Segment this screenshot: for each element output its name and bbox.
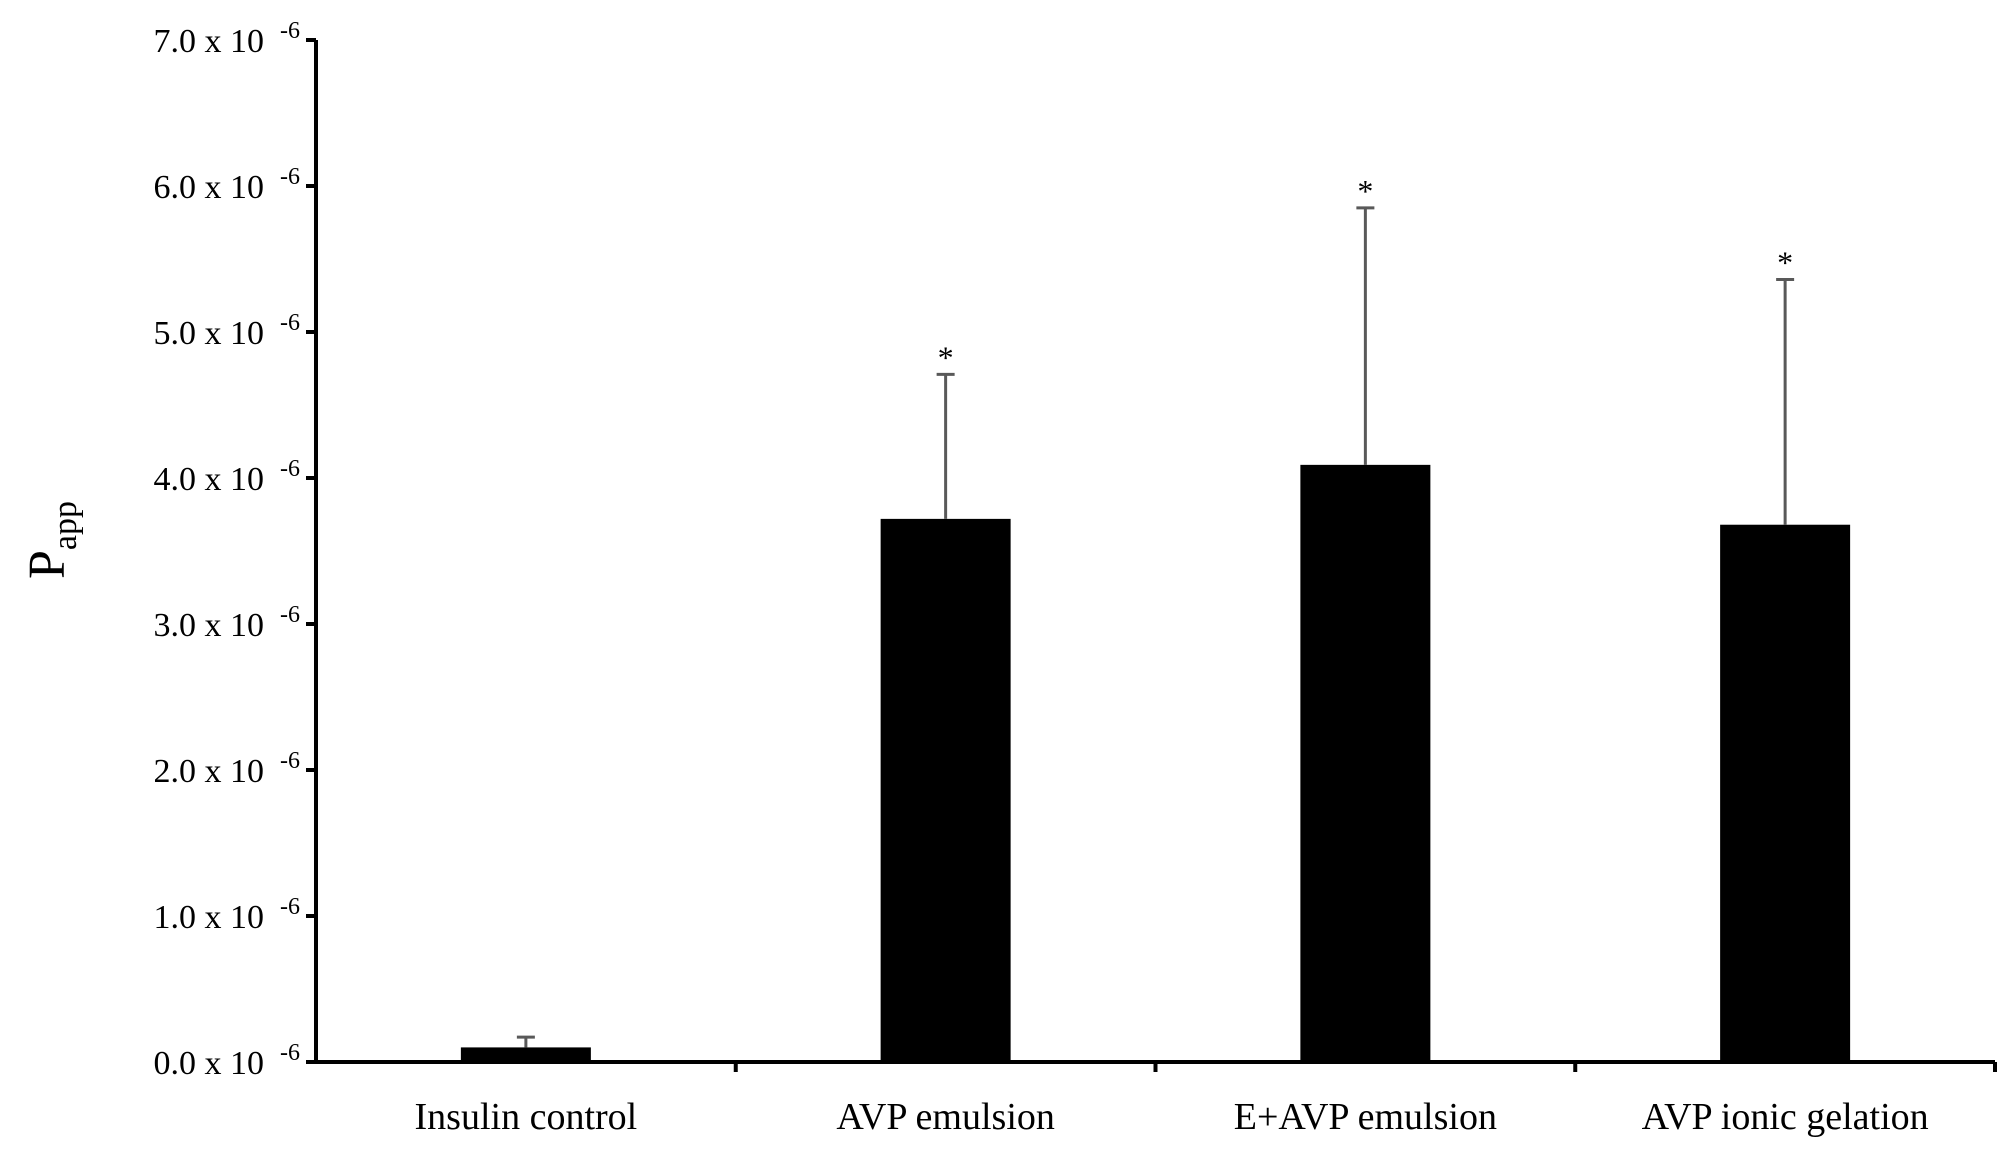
significance-markers: * * *: [938, 173, 1794, 375]
y-tick-exponent-text: -6: [280, 602, 300, 628]
y-tick-label: 0.0 x 10: [154, 1045, 265, 1082]
y-tick-exponent: -6: [280, 456, 300, 482]
bar-3: [1720, 524, 1851, 1062]
y-tick-exponent: -6: [280, 748, 300, 774]
bar-0: [460, 1047, 591, 1062]
y-tick-exponent: -6: [280, 1040, 300, 1066]
x-category-label: E+AVP emulsion: [1234, 1096, 1497, 1138]
y-axis-title-subscript: app: [47, 501, 84, 550]
y-tick-label: 2.0 x 10: [154, 753, 265, 790]
y-tick-exponent-text: -6: [280, 164, 300, 190]
y-tick-exponent: -6: [280, 310, 300, 336]
y-tick-exponent: -6: [280, 894, 300, 920]
y-tick-exponent-text: -6: [280, 894, 300, 920]
y-tick-mantissa: 1.0 x 10: [154, 899, 265, 936]
y-tick-exponent-text: -6: [280, 310, 300, 336]
significance-marker: *: [1357, 173, 1373, 209]
y-axis-title-base: P: [19, 550, 76, 579]
bars: [460, 464, 1851, 1062]
y-tick-exponent: -6: [280, 164, 300, 190]
y-tick-exponent: -6: [280, 18, 300, 44]
y-tick-label: 3.0 x 10: [154, 607, 265, 644]
y-tick-mantissa: 5.0 x 10: [154, 315, 265, 352]
y-tick-exponent-text: -6: [280, 18, 300, 44]
y-tick-mantissa: 6.0 x 10: [154, 169, 265, 206]
bar-1: [880, 518, 1011, 1062]
y-tick-exponent-text: -6: [280, 748, 300, 774]
axes: [314, 40, 1997, 1072]
y-tick-label: 6.0 x 10: [154, 169, 265, 206]
x-category-label: AVP ionic gelation: [1642, 1096, 1929, 1138]
y-tick-mantissa: 3.0 x 10: [154, 607, 265, 644]
y-tick-mantissa: 4.0 x 10: [154, 461, 265, 498]
svg-text:Papp: Papp: [19, 501, 84, 579]
y-axis-title: Papp: [19, 501, 84, 579]
x-category-label: AVP emulsion: [836, 1096, 1055, 1138]
y-tick-exponent-text: -6: [280, 1040, 300, 1066]
y-axis-ticks: 0.0 x 10 -6 1.0 x 10 -6 2.0 x 10 -6 3.0 x 10 -6…: [154, 18, 316, 1082]
significance-marker: *: [938, 339, 954, 375]
y-tick-mantissa: 7.0 x 10: [154, 23, 265, 60]
error-bars: [516, 206, 1795, 1048]
y-tick-label: 4.0 x 10: [154, 461, 265, 498]
bar-2: [1300, 464, 1431, 1062]
y-tick-label: 5.0 x 10: [154, 315, 265, 352]
significance-marker: *: [1777, 244, 1793, 280]
y-tick-label: 1.0 x 10: [154, 899, 265, 936]
x-category-label: Insulin control: [415, 1096, 638, 1138]
y-tick-mantissa: 0.0 x 10: [154, 1045, 265, 1082]
y-tick-exponent-text: -6: [280, 456, 300, 482]
y-tick-mantissa: 2.0 x 10: [154, 753, 265, 790]
x-axis-category-labels: Insulin control AVP emulsion E+AVP emulsio…: [415, 1096, 1929, 1138]
y-tick-label: 7.0 x 10: [154, 23, 265, 60]
y-tick-exponent: -6: [280, 602, 300, 628]
